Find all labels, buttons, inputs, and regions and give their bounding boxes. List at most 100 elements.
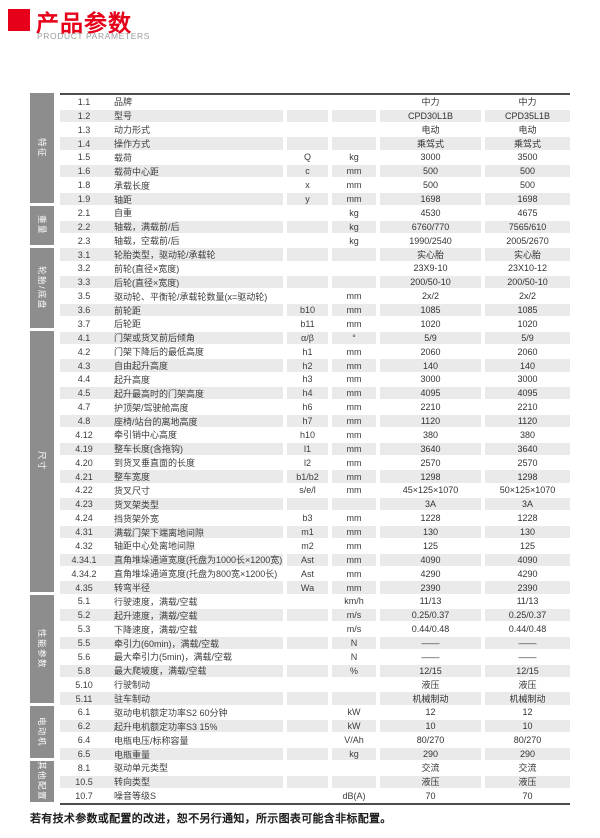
param-symbol: h6: [302, 402, 313, 413]
param-symbol: h2: [287, 359, 328, 372]
param-unit: V/Ah: [344, 735, 364, 746]
row-name-group: 1.1 品牌: [60, 96, 283, 108]
param-name: 起升速度，满载/空载: [108, 609, 283, 622]
table-section-4: 尺寸 4.1 门架或货叉前后倾角 α/β ° 5/9 5/9 4.2 门架下降后的最低高度 h1 m…: [30, 330, 570, 595]
value-cpd30l1b: 3000: [420, 152, 441, 163]
value-cpd35l1b: 2005/2670: [506, 235, 549, 246]
value-cpd35l1b: 130: [485, 525, 570, 539]
value-cpd35l1b: 1698: [485, 192, 570, 206]
row-number: 6.2: [60, 720, 108, 733]
row-name-group: 4.34.1 直角堆垛通道宽度(托盘为1000长×1200宽): [60, 553, 283, 566]
row-number: 4.19: [60, 442, 108, 455]
section-rows: 1.1 品牌 中力 中力 1.2 型号 CPD30L1B CPD35L1B 1.3 动力形式 电动 电…: [60, 93, 570, 206]
table-row: 4.20 到货叉垂直面的长度 l2 mm 2570 2570: [60, 456, 570, 470]
row-name-group: 4.2 门架下降后的最低高度: [60, 346, 283, 358]
section-label-text: 性能参数: [37, 628, 48, 669]
value-cpd30l1b: 0.44/0.48: [411, 624, 450, 635]
section-label: 轮胎/底盘: [30, 247, 54, 328]
header-accent-square: [8, 9, 30, 31]
row-name-group: 5.8 最大爬坡度，满载/空载: [60, 664, 283, 677]
value-cpd30l1b: 45×125×1070: [402, 485, 459, 496]
value-cpd35l1b: 500: [519, 180, 536, 191]
value-cpd30l1b: 液压: [380, 775, 481, 788]
section-label-text: 尺寸: [36, 451, 47, 472]
value-cpd35l1b: 70: [522, 790, 533, 801]
row-name-group: 2.2 轴载，满载前/后: [60, 220, 283, 233]
table-row: 5.1 行驶速度，满载/空载 km/h 11/13 11/13: [60, 595, 570, 609]
table-row: 5.2 起升速度，满载/空载 m/s 0.25/0.37 0.25/0.37: [60, 608, 570, 622]
row-number: 3.3: [60, 276, 108, 289]
param-unit: kg: [349, 207, 359, 218]
value-cpd35l1b: ——: [518, 651, 537, 662]
row-name-group: 6.4 电瓶电压/标称容量: [60, 734, 283, 746]
row-name-group: 1.8 承载长度: [60, 179, 283, 191]
value-cpd30l1b: 380: [422, 429, 439, 440]
value-cpd30l1b: 6760/770: [380, 220, 481, 233]
value-cpd30l1b: 3A: [380, 498, 481, 511]
param-unit: mm: [346, 291, 362, 302]
param-name: 牵引销中心高度: [114, 430, 178, 441]
row-number: 5.1: [77, 596, 91, 607]
row-number: 4.35: [60, 581, 108, 594]
param-name: 载荷: [114, 152, 133, 163]
row-name-group: 4.31 满载门架下端离地间隙: [60, 525, 283, 539]
table-row: 6.2 起升电机额定功率S3 15% kW 10 10: [60, 719, 570, 733]
row-number: 1.1: [77, 96, 91, 107]
value-cpd30l1b: 23X9-10: [413, 263, 448, 274]
param-symbol: [287, 137, 328, 150]
row-number: 4.23: [60, 498, 108, 511]
row-number: 4.12: [75, 429, 93, 440]
param-symbol: [287, 636, 328, 650]
param-name: 最大牵引力(5min)，满载/空载: [114, 652, 233, 663]
row-number: 4.1: [60, 331, 108, 344]
section-label-text: 重量: [36, 215, 47, 236]
param-unit: mm: [346, 513, 362, 524]
table-row: 5.5 牵引力(60min)，满载/空载 N —— ——: [60, 636, 570, 650]
param-symbol: m2: [301, 540, 314, 551]
param-unit: [332, 109, 376, 122]
section-label: 特征: [30, 93, 54, 203]
value-cpd35l1b: 10: [485, 720, 570, 733]
param-symbol: [287, 679, 328, 691]
table-section-6: 电动机 6.1 驱动电机额定功率S2 60分钟 kW 12 12 6.2 起升电机额定功率S3…: [30, 705, 570, 762]
value-cpd35l1b: 交流: [518, 763, 537, 774]
param-name: 行驶速度，满载/空载: [114, 596, 198, 607]
param-unit: kg: [332, 747, 376, 761]
row-name-group: 10.7 噪音等级S: [60, 790, 283, 802]
row-name-group: 6.5 电瓶重量: [60, 747, 283, 761]
param-symbol: x: [305, 180, 310, 191]
param-name: 电瓶电压/标称容量: [114, 735, 189, 746]
row-name-group: 4.8 座椅/站台的离地高度: [60, 414, 283, 428]
param-symbol: α/β: [287, 331, 328, 344]
row-name-group: 4.22 货叉尺寸: [60, 484, 283, 496]
table-row: 4.12 牵引销中心高度 h10 mm 380 380: [60, 428, 570, 442]
param-symbol: [287, 790, 328, 802]
value-cpd30l1b: 电动: [421, 125, 440, 136]
value-cpd35l1b: 11/13: [516, 596, 539, 607]
param-name: 驱动电机额定功率S2 60分钟: [114, 707, 228, 718]
param-unit: mm: [346, 180, 362, 191]
table-row: 1.9 轴距 y mm 1698 1698: [60, 192, 570, 206]
value-cpd35l1b: 12: [522, 707, 533, 718]
value-cpd35l1b: 机械制动: [485, 692, 570, 705]
row-name-group: 1.5 载荷: [60, 151, 283, 163]
value-cpd35l1b: 2390: [485, 581, 570, 594]
value-cpd30l1b: 1228: [420, 513, 441, 524]
section-rows: 8.1 驱动单元类型 交流 交流 10.5 转向类型 液压 液压 10.7 噪音等级S dB(A) 7…: [60, 761, 570, 805]
param-symbol: Wa: [287, 581, 328, 594]
param-symbol: c: [287, 165, 328, 178]
param-symbol: [287, 651, 328, 663]
param-symbol: s/e/l: [299, 485, 316, 496]
param-symbol: [287, 595, 328, 607]
table-row: 6.1 驱动电机额定功率S2 60分钟 kW 12 12: [60, 706, 570, 720]
table-row: 8.1 驱动单元类型 交流 交流: [60, 761, 570, 775]
param-name: 直角堆垛通道宽度(托盘为800宽×1200长): [114, 569, 278, 580]
param-name: 挡货架外宽: [114, 513, 160, 524]
value-cpd30l1b: 2570: [420, 457, 441, 468]
table-row: 4.23 货叉架类型 3A 3A: [60, 497, 570, 511]
param-unit: mm: [346, 485, 362, 496]
row-number: 10.5: [60, 775, 108, 788]
row-name-group: 8.1 驱动单元类型: [60, 762, 283, 774]
param-symbol: h3: [302, 374, 313, 385]
value-cpd30l1b: 4095: [380, 387, 481, 400]
